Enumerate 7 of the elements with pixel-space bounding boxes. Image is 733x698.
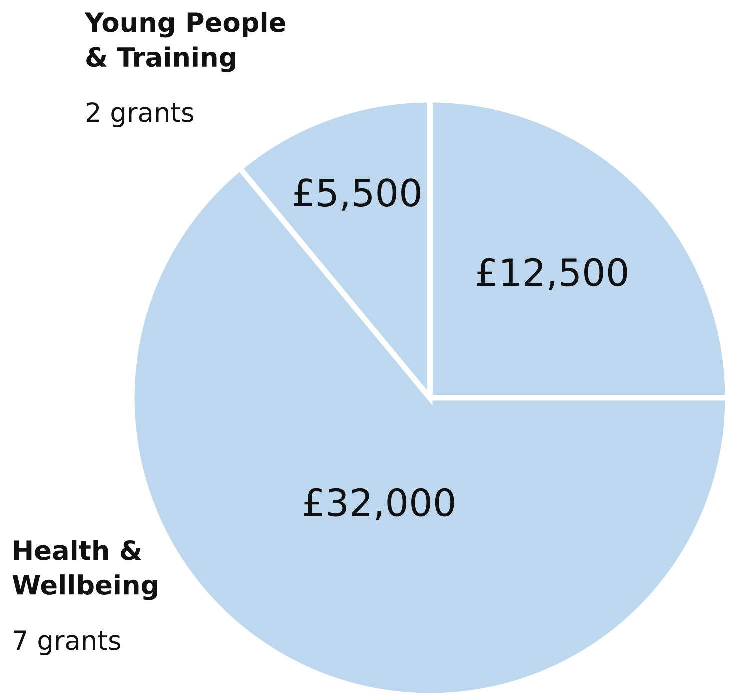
slice-label: Young People & Training (84, 12, 286, 73)
text: 2 grants (86, 102, 194, 128)
slice-label: Health & Wellbeing (12, 540, 158, 600)
data-label: £5,500 (294, 178, 420, 211)
data-label: £32,000 (304, 488, 454, 521)
text: 7 grants (14, 630, 120, 656)
data-label: £12,500 (477, 258, 628, 290)
